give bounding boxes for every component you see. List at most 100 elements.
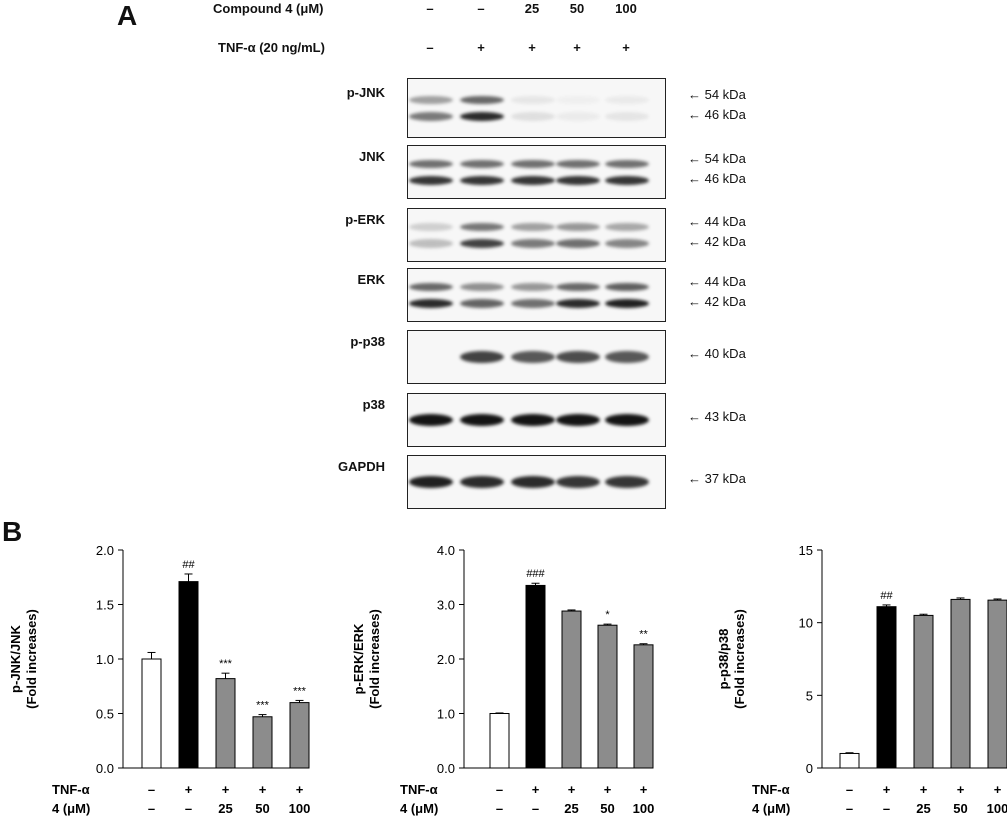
tnf-row-value: + (259, 782, 267, 797)
tnf-value-2: + (477, 40, 485, 55)
blot-band (460, 414, 504, 426)
dose-row-value: 100 (987, 801, 1007, 816)
blot-band (511, 111, 555, 121)
kda-marker-1-0: ← 54 kDa (688, 151, 746, 166)
tnf-value-3: + (528, 40, 536, 55)
blot-label-0: p-JNK (346, 85, 385, 100)
row-label-dose: 4 (μM) (52, 801, 90, 816)
blot-band (460, 351, 504, 363)
tnf-header-label: TNF-α (20 ng/mL) (218, 40, 325, 55)
compound-value-2: – (477, 1, 485, 16)
blot-image-1 (407, 145, 666, 199)
kda-marker-2-1: ← 42 kDa (688, 234, 746, 249)
blot-label-2: p-ERK (345, 212, 385, 227)
kda-marker-5-0: ← 43 kDa (688, 409, 746, 424)
significance-label: *** (293, 685, 307, 697)
tnf-row-value: + (568, 782, 576, 797)
y-tick-label-0: 2.0 (96, 543, 114, 558)
tnf-value-5: + (622, 40, 630, 55)
blot-band (605, 283, 649, 291)
blot-band (605, 238, 649, 248)
blot-image-0 (407, 78, 666, 138)
kda-marker-6-0: ← 37 kDa (688, 471, 746, 486)
tnf-row-value: + (532, 782, 540, 797)
blot-image-2 (407, 208, 666, 262)
dose-row-value: – (185, 801, 192, 816)
bar-1-3 (597, 624, 618, 769)
tnf-row-value: + (957, 782, 965, 797)
bar-1-1 (525, 584, 546, 769)
compound-value-3: 25 (524, 1, 540, 16)
blot-band (460, 96, 504, 104)
blot-band (511, 298, 555, 308)
dose-row-value: – (846, 801, 853, 816)
dose-row-value: 50 (600, 801, 614, 816)
kda-marker-3-1: ← 42 kDa (688, 294, 746, 309)
bar-0-2 (215, 678, 236, 769)
y-tick-label-2: 5 (806, 688, 813, 703)
row-label-dose: 4 (μM) (400, 801, 438, 816)
significance-label: ## (880, 590, 893, 602)
blot-band (409, 298, 453, 308)
row-label-dose: 4 (μM) (752, 801, 790, 816)
blot-band (409, 414, 453, 426)
blot-band (460, 223, 504, 231)
panel-a-label: A (117, 0, 138, 31)
tnf-row-value: + (604, 782, 612, 797)
y-axis-label-2: p-p38/p38 (716, 629, 731, 690)
dose-row-value: 50 (953, 801, 967, 816)
blot-band (409, 476, 453, 488)
kda-marker-0-0: ← 54 kDa (688, 87, 746, 102)
blot-band (605, 298, 649, 308)
blot-band (460, 175, 504, 185)
kda-marker-4-0: ← 40 kDa (688, 346, 746, 361)
blot-band (556, 238, 600, 248)
blot-band (511, 414, 555, 426)
blot-band (409, 283, 453, 291)
blot-image-6 (407, 455, 666, 509)
compound-header-label: Compound 4 (μM) (213, 1, 324, 16)
blot-band (460, 238, 504, 248)
blot-image-5 (407, 393, 666, 447)
blot-band (605, 111, 649, 121)
bar-0-1 (178, 581, 199, 769)
blot-band (605, 476, 649, 488)
blot-band (409, 238, 453, 248)
significance-label: ## (182, 559, 195, 571)
tnf-row-value: + (883, 782, 891, 797)
significance-label: *** (256, 700, 270, 712)
bar-2-2 (913, 614, 934, 769)
dose-row-value: – (532, 801, 539, 816)
y-tick-label-1: 1.0 (437, 707, 455, 722)
y-tick-label-0: 1.0 (96, 652, 114, 667)
y-tick-label-1: 2.0 (437, 652, 455, 667)
blot-band (460, 283, 504, 291)
dose-row-value: – (496, 801, 503, 816)
kda-marker-0-1: ← 46 kDa (688, 107, 746, 122)
dose-row-value: – (883, 801, 890, 816)
blot-label-6: GAPDH (338, 459, 385, 474)
y-tick-label-2: 0 (806, 761, 813, 776)
blot-image-3 (407, 268, 666, 322)
dose-row-value: 100 (289, 801, 311, 816)
y-tick-label-2: 15 (799, 543, 813, 558)
blot-band (556, 298, 600, 308)
compound-value-5: 100 (615, 1, 637, 16)
significance-label: * (605, 609, 610, 621)
y-tick-label-0: 0.0 (96, 761, 114, 776)
blot-band (556, 223, 600, 231)
blot-label-4: p-p38 (350, 334, 385, 349)
blot-band (605, 351, 649, 363)
blot-band (511, 96, 555, 104)
tnf-row-value: + (920, 782, 928, 797)
dose-row-value: 25 (564, 801, 578, 816)
blot-band (409, 160, 453, 168)
blot-band (409, 96, 453, 104)
blot-band (605, 175, 649, 185)
blot-band (409, 111, 453, 121)
blot-band (460, 298, 504, 308)
tnf-row-value: + (296, 782, 304, 797)
blot-band (605, 414, 649, 426)
blot-label-3: ERK (357, 272, 385, 287)
blot-band (460, 476, 504, 488)
